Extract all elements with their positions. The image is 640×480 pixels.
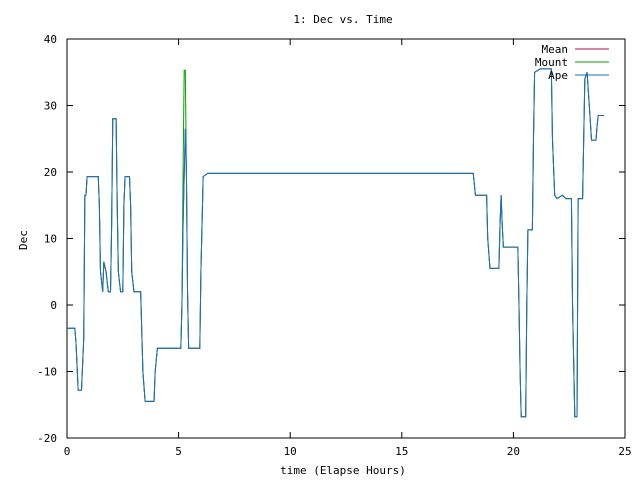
chart-title: 1: Dec vs. Time bbox=[293, 13, 392, 26]
legend-label-ape: Ape bbox=[548, 69, 568, 82]
x-tick-label: 20 bbox=[507, 445, 520, 458]
legend-label-mean: Mean bbox=[542, 43, 569, 56]
y-tick-label: 10 bbox=[44, 233, 57, 246]
x-tick-label: 25 bbox=[618, 445, 631, 458]
y-tick-label: 30 bbox=[44, 100, 57, 113]
legend-label-mount: Mount bbox=[535, 56, 568, 69]
y-tick-label: -20 bbox=[37, 432, 57, 445]
series-line-ape bbox=[67, 68, 604, 418]
y-axis-label: Dec bbox=[17, 230, 30, 250]
y-tick-label: -10 bbox=[37, 366, 57, 379]
y-tick-label: 0 bbox=[50, 299, 57, 312]
x-tick-label: 5 bbox=[175, 445, 182, 458]
y-tick-label: 20 bbox=[44, 166, 57, 179]
x-tick-label: 10 bbox=[284, 445, 297, 458]
plot-area: 0 5 10 15 20 25 -20 -10 0 10 20 30 40 bbox=[37, 33, 632, 458]
y-tick-label: 40 bbox=[44, 33, 57, 46]
plot-frame bbox=[66, 38, 626, 439]
series-line-mean bbox=[67, 68, 604, 418]
x-axis-label: time (Elapse Hours) bbox=[280, 464, 406, 477]
x-tick-label: 15 bbox=[395, 445, 408, 458]
series-line-mount bbox=[67, 68, 604, 418]
x-tick-label: 0 bbox=[64, 445, 71, 458]
